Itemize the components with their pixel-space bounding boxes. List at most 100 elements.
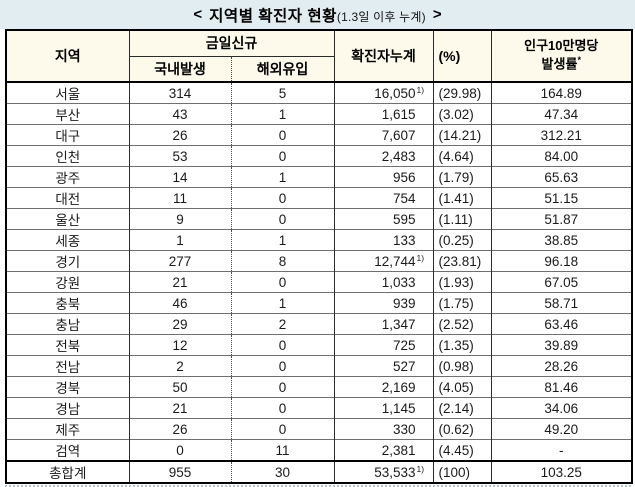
cell-imported-new: 0 bbox=[231, 334, 335, 356]
cell-per100k-rate: 103.25 bbox=[490, 460, 633, 483]
cell-per100k-rate: 28.26 bbox=[490, 355, 633, 377]
cell-per100k-rate: 39.89 bbox=[490, 334, 633, 356]
cell-cumulative: 53,5331) bbox=[333, 460, 434, 483]
table-row: 세종 1 1 133 (0.25) 38.85 bbox=[5, 229, 633, 251]
cell-domestic-new: 955 bbox=[128, 460, 232, 483]
cell-domestic-new: 46 bbox=[128, 292, 232, 314]
cell-per100k-rate: 38.85 bbox=[490, 229, 633, 251]
cell-domestic-new: 29 bbox=[128, 313, 232, 335]
header-cumulative: 확진자누계 bbox=[333, 29, 434, 83]
cell-imported-new: 0 bbox=[231, 376, 335, 398]
footnote-mark: 1) bbox=[416, 464, 425, 474]
cell-percent: (4.45) bbox=[432, 439, 492, 461]
header-today-new: 금일신규 bbox=[128, 29, 335, 57]
cell-cumulative: 1,615 bbox=[333, 103, 434, 125]
cell-region: 대전 bbox=[5, 187, 130, 209]
cell-domestic-new: 277 bbox=[128, 250, 232, 272]
header-per100k-line2: 발생률 bbox=[541, 56, 578, 72]
cell-region: 대구 bbox=[5, 124, 130, 146]
cell-domestic-new: 11 bbox=[128, 187, 232, 209]
header-imported: 해외유입 bbox=[231, 55, 335, 83]
header-row-1: 지역 금일신규 확진자누계 (%) 인구10만명당 발생률* bbox=[5, 29, 633, 83]
cell-per100k-rate: 34.06 bbox=[490, 397, 633, 419]
table-row: 대구 26 0 7,607 (14.21) 312.21 bbox=[5, 124, 633, 146]
cell-region: 전북 bbox=[5, 334, 130, 356]
cell-percent: (1.11) bbox=[432, 208, 492, 230]
cell-per100k-rate: 65.63 bbox=[490, 166, 633, 188]
table-row: 강원 21 0 1,033 (1.93) 67.05 bbox=[5, 271, 633, 293]
cell-imported-new: 0 bbox=[231, 187, 335, 209]
regional-cases-table: 지역 금일신규 확진자누계 (%) 인구10만명당 발생률* 국내발생 해외유입 … bbox=[5, 29, 633, 484]
footnote-mark: 1) bbox=[416, 85, 425, 95]
cell-percent: (1.79) bbox=[432, 166, 492, 188]
cell-domestic-new: 43 bbox=[128, 103, 232, 125]
cell-domestic-new: 0 bbox=[128, 439, 232, 461]
cell-region: 충남 bbox=[5, 313, 130, 335]
cell-per100k-rate: - bbox=[490, 439, 633, 461]
cell-percent: (14.21) bbox=[432, 124, 492, 146]
cell-imported-new: 0 bbox=[231, 271, 335, 293]
table-row: 전북 12 0 725 (1.35) 39.89 bbox=[5, 334, 633, 356]
cell-percent: (1.93) bbox=[432, 271, 492, 293]
table-row: 울산 9 0 595 (1.11) 51.87 bbox=[5, 208, 633, 230]
cell-per100k-rate: 49.20 bbox=[490, 418, 633, 440]
table-row: 제주 26 0 330 (0.62) 49.20 bbox=[5, 418, 633, 440]
cumulative-value: 1,615 bbox=[381, 106, 416, 122]
cell-imported-new: 0 bbox=[231, 355, 335, 377]
cell-domestic-new: 26 bbox=[128, 124, 232, 146]
cumulative-value: 939 bbox=[392, 295, 416, 311]
cell-per100k-rate: 63.46 bbox=[490, 313, 633, 335]
cell-imported-new: 2 bbox=[231, 313, 335, 335]
cumulative-value: 53,533 bbox=[374, 465, 416, 480]
cell-imported-new: 1 bbox=[231, 103, 335, 125]
table-body: 서울 314 5 16,0501) (29.98) 164.89 부산 43 1 1,615 (3.… bbox=[5, 82, 633, 483]
cell-cumulative: 527 bbox=[333, 355, 434, 377]
header-domestic: 국내발생 bbox=[128, 55, 232, 83]
table-row: 광주 14 1 956 (1.79) 65.63 bbox=[5, 166, 633, 188]
cell-cumulative: 1,033 bbox=[333, 271, 434, 293]
cell-imported-new: 0 bbox=[231, 124, 335, 146]
table-row: 대전 11 0 754 (1.41) 51.15 bbox=[5, 187, 633, 209]
cell-cumulative: 12,7441) bbox=[333, 250, 434, 272]
cell-percent: (3.02) bbox=[432, 103, 492, 125]
cell-region: 경북 bbox=[5, 376, 130, 398]
title-subnote: (1.3일 이후 누계) bbox=[336, 9, 426, 24]
cumulative-value: 2,169 bbox=[381, 379, 416, 395]
header-row-2: 국내발생 해외유입 bbox=[6, 55, 632, 83]
cumulative-value: 12,744 bbox=[374, 254, 416, 269]
header-percent: (%) bbox=[432, 29, 492, 83]
cell-per100k-rate: 164.89 bbox=[490, 82, 633, 104]
table-row: 경북 50 0 2,169 (4.05) 81.46 bbox=[5, 376, 633, 398]
cell-imported-new: 0 bbox=[231, 397, 335, 419]
cumulative-value: 754 bbox=[392, 190, 416, 206]
cell-cumulative: 2,381 bbox=[333, 439, 434, 461]
header-per100k: 인구10만명당 발생률* bbox=[490, 29, 633, 83]
cell-region: 총합계 bbox=[5, 460, 130, 483]
table-row: 경기 277 8 12,7441) (23.81) 96.18 bbox=[5, 250, 633, 272]
cell-per100k-rate: 84.00 bbox=[490, 145, 633, 167]
cumulative-value: 1,347 bbox=[381, 316, 416, 332]
table-row: 충남 29 2 1,347 (2.52) 63.46 bbox=[5, 313, 633, 335]
cell-percent: (0.98) bbox=[432, 355, 492, 377]
table-row: 서울 314 5 16,0501) (29.98) 164.89 bbox=[5, 82, 633, 104]
cell-domestic-new: 21 bbox=[128, 271, 232, 293]
title-close-bracket: > bbox=[432, 6, 442, 23]
cell-percent: (1.75) bbox=[432, 292, 492, 314]
table-title: < 지역별 확진자 현황 (1.3일 이후 누계) > bbox=[0, 0, 635, 29]
cell-per100k-rate: 312.21 bbox=[490, 124, 633, 146]
header-per100k-line1: 인구10만명당 bbox=[524, 38, 599, 54]
cell-per100k-rate: 67.05 bbox=[490, 271, 633, 293]
cell-percent: (100) bbox=[432, 460, 492, 483]
cell-domestic-new: 14 bbox=[128, 166, 232, 188]
cumulative-value: 16,050 bbox=[374, 86, 416, 101]
table-row: 부산 43 1 1,615 (3.02) 47.34 bbox=[5, 103, 633, 125]
cumulative-value: 956 bbox=[392, 169, 416, 185]
cumulative-value: 330 bbox=[392, 421, 416, 437]
table-row: 검역 0 11 2,381 (4.45) - bbox=[5, 439, 633, 461]
cell-domestic-new: 21 bbox=[128, 397, 232, 419]
cell-percent: (29.98) bbox=[432, 82, 492, 104]
cell-per100k-rate: 47.34 bbox=[490, 103, 633, 125]
cumulative-value: 133 bbox=[392, 232, 416, 248]
cell-region: 경남 bbox=[5, 397, 130, 419]
table-row: 충북 46 1 939 (1.75) 58.71 bbox=[5, 292, 633, 314]
